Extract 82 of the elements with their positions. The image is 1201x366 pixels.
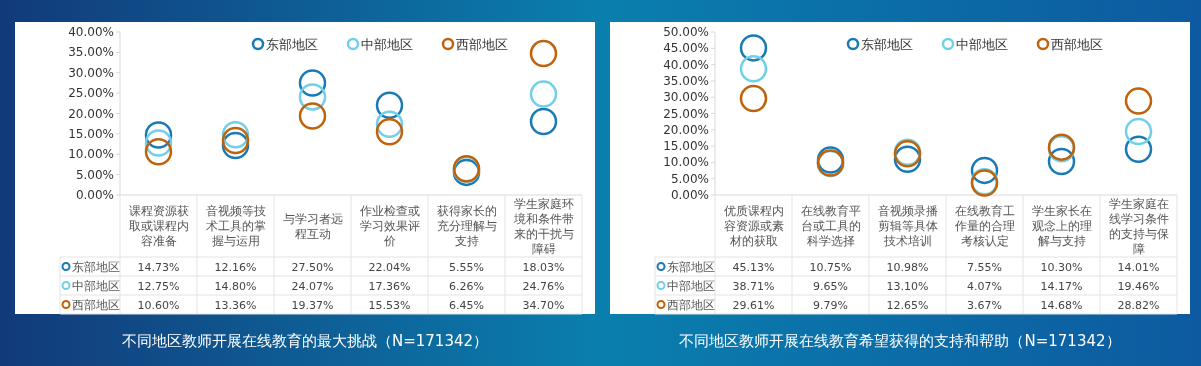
x-tick-label: 学生家庭在线学习条件的支持与保障 bbox=[1108, 196, 1169, 256]
data-label: 4.07% bbox=[967, 279, 1002, 293]
data-label: 29.61% bbox=[732, 298, 775, 312]
data-label: 19.37% bbox=[291, 298, 334, 312]
y-tick-label: 0.00% bbox=[75, 188, 114, 202]
y-tick-label: 30.00% bbox=[663, 90, 709, 105]
y-tick-label: 40.00% bbox=[68, 25, 114, 39]
data-label: 6.45% bbox=[449, 298, 484, 312]
x-tick-label: 优质课程内容资源或素材的获取 bbox=[723, 204, 784, 248]
data-label: 10.98% bbox=[886, 260, 929, 274]
y-tick-label: 5.00% bbox=[75, 167, 114, 182]
data-label: 14.01% bbox=[1117, 260, 1160, 274]
y-tick-label: 5.00% bbox=[670, 171, 709, 186]
y-tick-label: 0.00% bbox=[670, 188, 709, 202]
y-tick-label: 25.00% bbox=[68, 86, 114, 101]
data-label: 15.53% bbox=[368, 298, 411, 312]
data-label: 18.03% bbox=[522, 260, 565, 274]
text: 不同地区教师开展在线教育希望获得的支持和帮助（N=171342） bbox=[679, 332, 1121, 350]
text: 西部地区 bbox=[72, 297, 120, 312]
y-tick-label: 35.00% bbox=[68, 45, 114, 60]
data-label: 10.75% bbox=[809, 260, 852, 274]
text: 不同地区教师开展在线教育的最大挑战（N=171342） bbox=[121, 332, 489, 350]
x-tick-label: 与学习者远程互动 bbox=[282, 211, 343, 241]
x-tick-label: 学生家庭环境和条件带来的干扰与障碍 bbox=[512, 196, 574, 256]
text: 西部地区 bbox=[667, 297, 715, 312]
data-label: 9.65% bbox=[813, 279, 848, 293]
x-tick-label: 学生家长在观念上的理解与支持 bbox=[1031, 204, 1092, 248]
legend-label: 中部地区 bbox=[956, 36, 1008, 52]
legend-label: 东部地区 bbox=[861, 36, 913, 52]
text: 东部地区 bbox=[72, 259, 120, 274]
data-label: 12.75% bbox=[137, 279, 180, 293]
data-label: 45.13% bbox=[732, 260, 775, 274]
text: 中部地区 bbox=[667, 278, 715, 293]
data-label: 17.36% bbox=[368, 279, 411, 293]
y-tick-label: 10.00% bbox=[68, 147, 114, 162]
data-label: 19.46% bbox=[1117, 279, 1160, 293]
data-label: 12.65% bbox=[886, 298, 929, 312]
legend-label: 西部地区 bbox=[456, 36, 508, 52]
data-label: 24.07% bbox=[291, 279, 334, 293]
y-tick-label: 30.00% bbox=[68, 65, 114, 80]
data-label: 9.79% bbox=[813, 298, 848, 312]
x-tick-label: 音视频等技术工具的掌握与运用 bbox=[205, 204, 266, 248]
legend-label: 东部地区 bbox=[266, 36, 318, 52]
x-tick-label: 获得家长的充分理解与支持 bbox=[436, 204, 497, 248]
text: 中部地区 bbox=[72, 278, 120, 293]
data-label: 27.50% bbox=[291, 260, 334, 274]
data-label: 14.80% bbox=[214, 279, 257, 293]
y-tick-label: 35.00% bbox=[663, 73, 709, 88]
y-tick-label: 40.00% bbox=[663, 57, 709, 72]
y-tick-label: 45.00% bbox=[663, 41, 709, 56]
x-tick-label: 在线教育平台或工具的科学选择 bbox=[800, 204, 861, 248]
x-tick-label: 在线教育工作量的合理考核认定 bbox=[953, 204, 1015, 248]
y-tick-label: 10.00% bbox=[663, 155, 709, 170]
text: 东部地区 bbox=[667, 259, 715, 274]
y-tick-label: 15.00% bbox=[663, 139, 709, 154]
data-label: 24.76% bbox=[522, 279, 565, 293]
y-tick-label: 25.00% bbox=[663, 106, 709, 121]
data-label: 6.26% bbox=[449, 279, 484, 293]
x-tick-label: 作业检查或学习效果评价 bbox=[358, 204, 420, 248]
data-label: 14.73% bbox=[137, 260, 180, 274]
y-tick-label: 20.00% bbox=[663, 122, 709, 137]
data-label: 12.16% bbox=[214, 260, 257, 274]
data-label: 28.82% bbox=[1117, 298, 1160, 312]
data-label: 14.17% bbox=[1040, 279, 1083, 293]
data-label: 10.30% bbox=[1040, 260, 1083, 274]
data-label: 14.68% bbox=[1040, 298, 1083, 312]
x-tick-label: 课程资源获取或课程内容准备 bbox=[128, 204, 189, 248]
data-label: 3.67% bbox=[967, 298, 1002, 312]
data-label: 22.04% bbox=[368, 260, 411, 274]
x-tick-label: 音视频录播剪辑等具体技术培训 bbox=[877, 204, 938, 248]
legend-label: 西部地区 bbox=[1051, 36, 1103, 52]
y-tick-label: 15.00% bbox=[68, 126, 114, 141]
data-label: 34.70% bbox=[522, 298, 565, 312]
data-label: 10.60% bbox=[137, 298, 180, 312]
legend-label: 中部地区 bbox=[361, 36, 413, 52]
data-label: 38.71% bbox=[732, 279, 775, 293]
y-tick-label: 50.00% bbox=[663, 25, 709, 39]
data-label: 7.55% bbox=[967, 260, 1002, 274]
data-label: 5.55% bbox=[449, 260, 484, 274]
data-label: 13.10% bbox=[886, 279, 929, 293]
data-label: 13.36% bbox=[214, 298, 257, 312]
y-tick-label: 20.00% bbox=[68, 106, 114, 121]
